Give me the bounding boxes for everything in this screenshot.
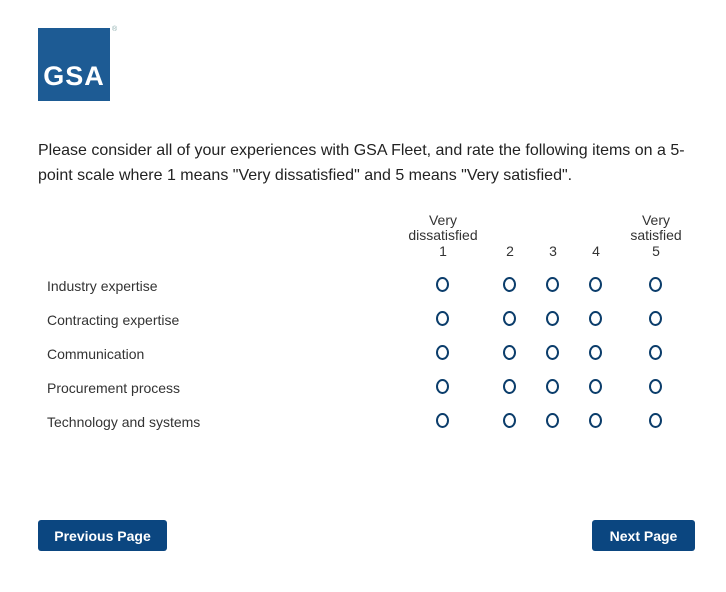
rating-radio-1[interactable]: [436, 345, 449, 360]
rating-radio-3[interactable]: [546, 345, 559, 360]
rating-radio-2[interactable]: [503, 311, 516, 326]
rating-radio-3[interactable]: [546, 379, 559, 394]
rating-radio-3[interactable]: [546, 413, 559, 428]
scale-value: 4: [592, 243, 600, 259]
logo-text: GSA: [43, 61, 105, 91]
rating-radio-4[interactable]: [589, 311, 602, 326]
item-label: Procurement process: [47, 380, 181, 396]
rating-radio-5[interactable]: [649, 311, 662, 326]
rating-radio-5[interactable]: [649, 345, 662, 360]
scale-header-1: Very dissatisfied 1: [398, 213, 488, 259]
scale-header-2: 2: [465, 213, 555, 259]
rating-radio-3[interactable]: [546, 311, 559, 326]
rating-radio-5[interactable]: [649, 277, 662, 292]
scale-value: 3: [549, 243, 557, 259]
scale-label: Very dissatisfied: [408, 212, 478, 243]
rating-radio-4[interactable]: [589, 413, 602, 428]
item-label: Industry expertise: [47, 278, 158, 294]
rating-radio-1[interactable]: [436, 311, 449, 326]
rating-radio-4[interactable]: [589, 345, 602, 360]
rating-radio-4[interactable]: [589, 379, 602, 394]
scale-header-3: 3: [508, 213, 598, 259]
previous-page-button[interactable]: Previous Page: [38, 520, 167, 551]
item-label: Communication: [47, 346, 145, 362]
rating-radio-1[interactable]: [436, 379, 449, 394]
gsa-logo: GSA: [38, 28, 110, 101]
rating-radio-5[interactable]: [649, 413, 662, 428]
rating-radio-2[interactable]: [503, 379, 516, 394]
scale-label: Very satisfied: [630, 212, 682, 243]
rating-radio-3[interactable]: [546, 277, 559, 292]
rating-radio-2[interactable]: [503, 277, 516, 292]
rating-radio-1[interactable]: [436, 413, 449, 428]
rating-radio-1[interactable]: [436, 277, 449, 292]
registered-mark: ®: [112, 26, 118, 33]
scale-value: 5: [652, 243, 660, 259]
scale-value: 2: [506, 243, 514, 259]
rating-radio-5[interactable]: [649, 379, 662, 394]
item-label: Contracting expertise: [47, 312, 180, 328]
next-page-button[interactable]: Next Page: [592, 520, 695, 551]
rating-radio-4[interactable]: [589, 277, 602, 292]
question-text: Please consider all of your experiences …: [38, 142, 685, 184]
rating-radio-2[interactable]: [503, 345, 516, 360]
item-label: Technology and systems: [47, 414, 201, 430]
scale-header-4: 4: [551, 213, 641, 259]
scale-value: 1: [439, 243, 447, 259]
rating-radio-2[interactable]: [503, 413, 516, 428]
scale-header-5: Very satisfied 5: [611, 213, 701, 259]
